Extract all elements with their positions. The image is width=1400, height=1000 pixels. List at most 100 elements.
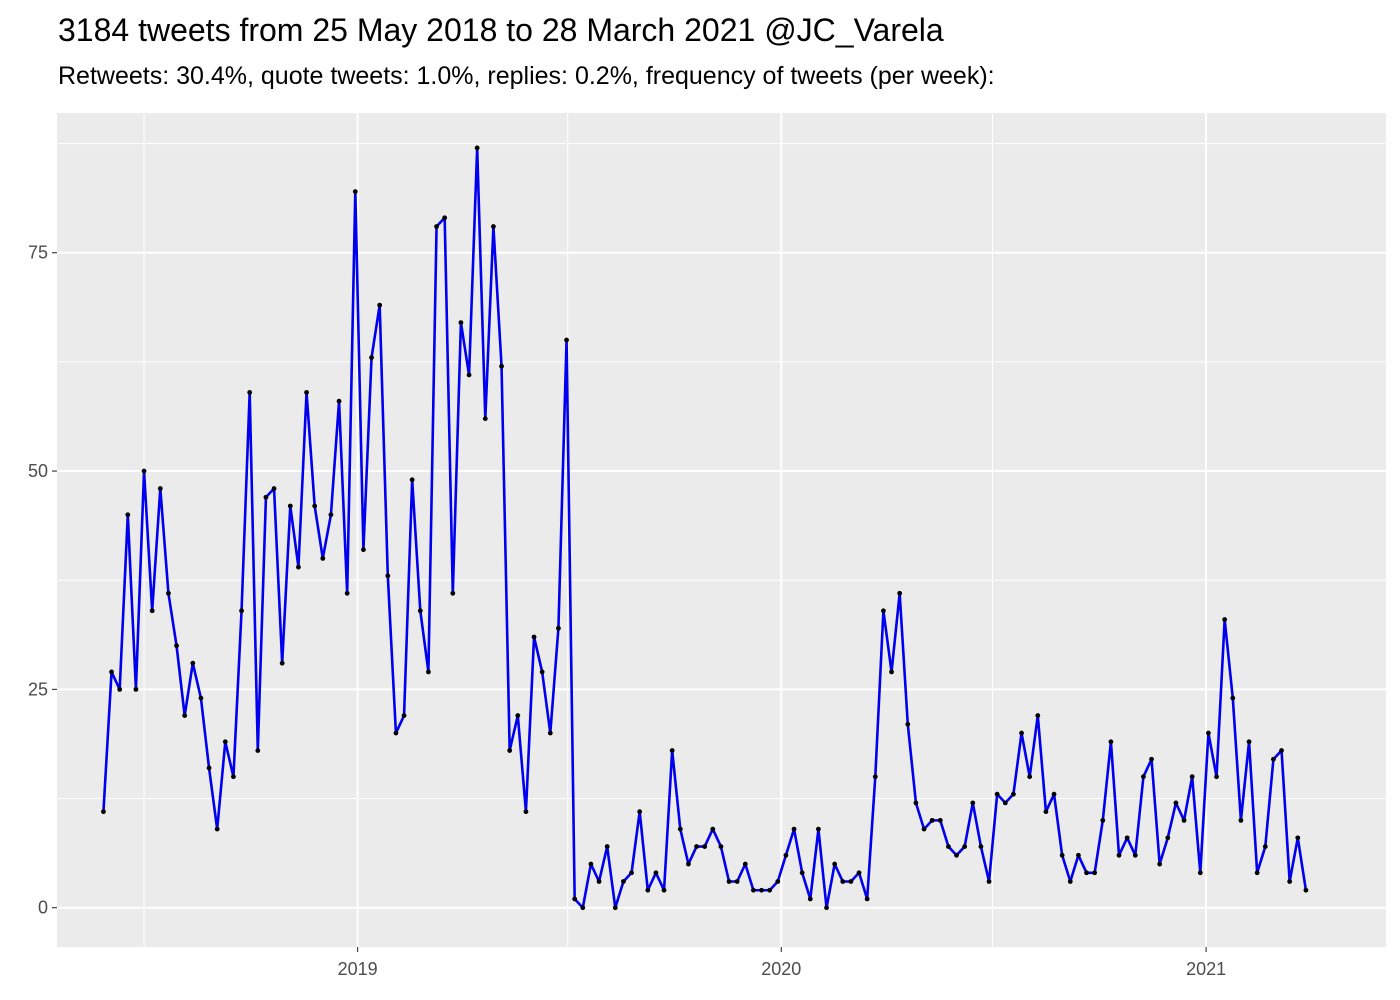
data-point: [499, 363, 504, 369]
data-point: [1295, 835, 1301, 841]
data-point: [531, 634, 537, 640]
data-point: [141, 468, 147, 474]
data-point: [466, 372, 472, 378]
data-point: [661, 887, 667, 893]
data-point: [718, 844, 724, 849]
data-point: [109, 669, 114, 675]
data-point: [1238, 817, 1244, 823]
data-point: [1206, 730, 1211, 736]
data-point: [214, 826, 220, 832]
data-point: [726, 879, 732, 884]
data-point: [1222, 617, 1228, 622]
data-point: [287, 503, 293, 509]
data-point: [458, 320, 464, 325]
data-point: [929, 817, 935, 823]
data-point: [385, 573, 391, 579]
data-point: [296, 564, 301, 570]
data-point: [361, 547, 366, 553]
data-point: [1246, 739, 1252, 745]
data-point: [1157, 861, 1163, 867]
data-point: [377, 302, 383, 308]
data-point: [694, 844, 699, 849]
data-point: [539, 669, 545, 675]
data-points: [101, 145, 1309, 911]
data-point: [669, 748, 675, 753]
data-point: [783, 852, 789, 858]
data-point: [1084, 870, 1089, 876]
data-point: [1051, 791, 1057, 797]
data-point: [1189, 774, 1195, 780]
data-point: [580, 905, 586, 911]
data-point: [621, 879, 626, 884]
data-point: [474, 145, 480, 151]
data-point: [1214, 774, 1219, 780]
data-point: [507, 748, 513, 753]
data-point: [1076, 852, 1081, 858]
data-point: [702, 844, 708, 849]
data-point: [937, 817, 943, 823]
data-point: [824, 905, 829, 911]
data-point: [962, 844, 968, 849]
data-point: [946, 844, 951, 849]
data-point: [799, 870, 805, 876]
data-point: [409, 477, 415, 483]
data-point: [231, 774, 236, 780]
data-point: [1254, 870, 1260, 876]
data-point: [1035, 713, 1041, 718]
data-point: [954, 852, 959, 858]
data-point: [336, 398, 342, 404]
data-point: [1141, 774, 1146, 780]
data-point: [247, 390, 253, 395]
data-point: [125, 512, 131, 518]
data-point: [434, 224, 439, 229]
data-point: [344, 590, 350, 596]
data-point: [856, 870, 862, 876]
data-point: [101, 809, 106, 815]
data-point: [816, 826, 821, 832]
data-point: [905, 721, 911, 727]
data-point: [312, 503, 318, 509]
plot-panel: [57, 113, 1386, 947]
data-point: [320, 555, 326, 561]
data-point: [734, 879, 740, 884]
data-point: [1108, 739, 1114, 745]
y-axis: 0 25 50 75: [28, 243, 57, 918]
x-axis: 2019 2020 2021: [338, 947, 1226, 979]
data-point: [1002, 800, 1008, 806]
data-point: [864, 896, 870, 902]
data-point: [1027, 774, 1033, 780]
data-point: [556, 625, 561, 631]
data-point: [677, 826, 683, 832]
data-point: [1279, 748, 1284, 753]
data-point: [629, 870, 634, 876]
data-point: [1271, 756, 1276, 762]
data-point: [206, 765, 212, 771]
data-point: [174, 643, 179, 649]
data-point: [198, 695, 204, 701]
data-point: [759, 887, 764, 893]
data-point: [572, 896, 578, 902]
data-point: [182, 713, 188, 718]
data-point: [450, 590, 456, 596]
data-point: [840, 879, 846, 884]
data-point: [653, 870, 659, 876]
data-point: [1197, 870, 1203, 876]
data-point: [149, 608, 155, 614]
data-point: [157, 486, 163, 491]
data-point: [523, 809, 529, 815]
data-point: [742, 861, 748, 867]
data-point: [328, 512, 334, 518]
data-point: [426, 669, 431, 675]
data-point: [393, 730, 399, 736]
data-point: [832, 861, 838, 867]
data-point: [1067, 879, 1073, 884]
data-point: [807, 896, 813, 902]
data-point: [547, 730, 553, 736]
data-point: [564, 337, 569, 343]
data-point: [304, 390, 309, 395]
data-point: [1173, 800, 1179, 806]
data-point: [1149, 756, 1154, 762]
data-point: [482, 416, 488, 422]
data-point: [1059, 852, 1065, 858]
